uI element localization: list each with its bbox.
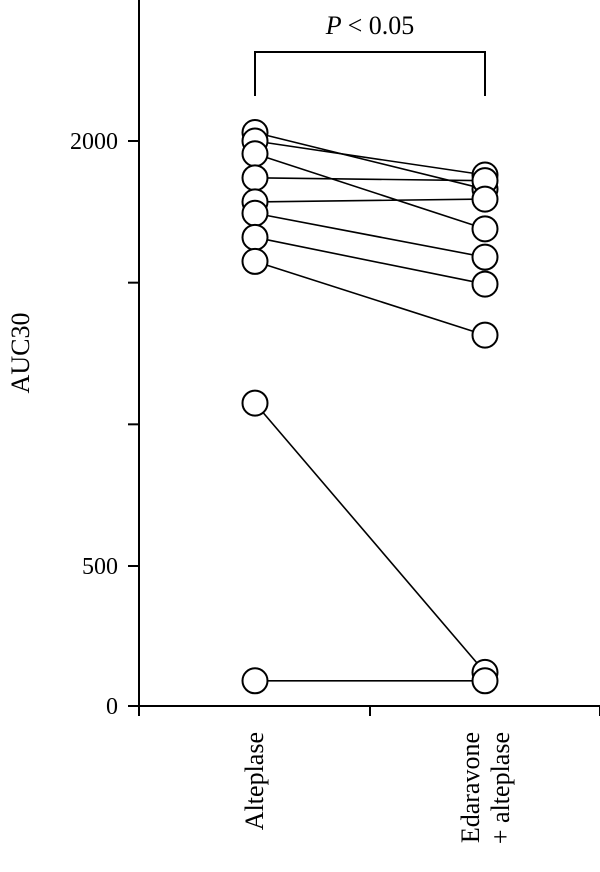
y-ticks: 0 500 2000: [70, 129, 139, 720]
data-points: [241, 119, 499, 695]
pair-line-5: [254, 212, 486, 258]
point-alteplase-5: [241, 199, 269, 227]
point-edaravone-2: [471, 215, 499, 243]
point-alteplase-8: [241, 389, 269, 417]
pair-connectors: [254, 131, 486, 682]
pair-line-6: [254, 236, 486, 285]
category-label-1: Edaravone+ alteplase: [456, 732, 515, 844]
point-alteplase-9: [241, 667, 269, 695]
category-label-line: Edaravone: [456, 732, 485, 843]
bracket-line: [254, 51, 486, 96]
p-symbol: P: [325, 11, 342, 40]
point-edaravone-7: [471, 321, 499, 349]
point-edaravone-6: [471, 270, 499, 298]
significance-bracket: P < 0.05: [254, 11, 486, 96]
point-alteplase-2: [241, 140, 269, 168]
y-tick-label-0: 0: [106, 694, 118, 720]
point-alteplase-7: [241, 247, 269, 275]
pair-line-7: [254, 260, 486, 336]
category-labels: Alteplase Edaravone+ alteplase: [240, 732, 515, 844]
y-tick-label-2: 2000: [70, 129, 118, 155]
category-label-0: Alteplase: [240, 732, 269, 830]
category-label-line: + alteplase: [486, 732, 515, 844]
pair-line-4: [254, 198, 486, 203]
point-alteplase-3: [241, 164, 269, 192]
significance-label: P < 0.05: [325, 11, 415, 40]
pair-line-2: [254, 152, 486, 230]
pair-line-8: [254, 402, 486, 673]
y-axis-title: AUC30: [6, 313, 35, 394]
axes: [138, 0, 600, 716]
point-edaravone-5: [471, 243, 499, 271]
point-alteplase-6: [241, 223, 269, 251]
point-edaravone-9: [471, 667, 499, 695]
pair-line-1: [254, 140, 486, 176]
y-tick-label-1: 500: [82, 554, 118, 580]
p-threshold: < 0.05: [348, 11, 415, 40]
category-label-line: Alteplase: [240, 732, 269, 830]
pair-line-3: [254, 177, 486, 182]
point-edaravone-4: [471, 185, 499, 213]
